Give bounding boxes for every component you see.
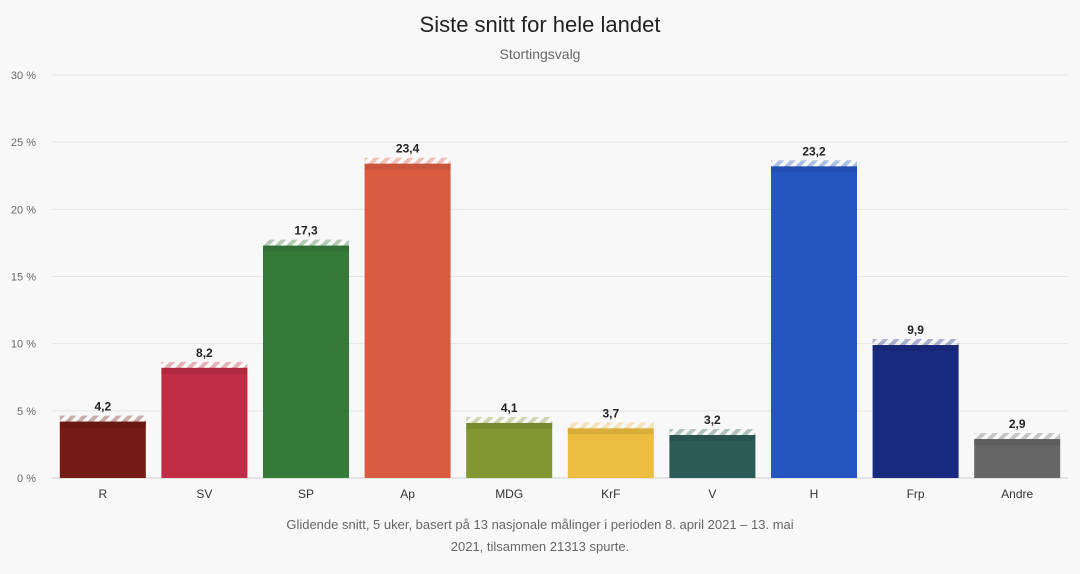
bar-top-shade <box>466 422 553 429</box>
uncertainty-band <box>161 361 248 369</box>
bar-top-hatch <box>364 163 451 170</box>
bar-top-hatch <box>466 422 553 429</box>
bar-top-hatch <box>567 428 654 435</box>
bar-top-shade <box>364 163 451 170</box>
uncertainty-band <box>567 422 654 430</box>
bar-top-shade <box>567 428 654 435</box>
uncertainty-band <box>364 157 451 165</box>
bar-top-shade <box>59 421 146 428</box>
uncertainty-band <box>771 160 857 168</box>
uncertainty-band <box>59 415 146 423</box>
x-tick-label: Andre <box>1001 487 1033 501</box>
bar-andre[interactable] <box>974 439 1061 478</box>
value-label: 17,3 <box>294 224 318 238</box>
bar-top-shade <box>161 367 248 374</box>
value-label: 23,2 <box>802 144 826 158</box>
x-tick-label: SV <box>196 487 212 501</box>
bar-v[interactable] <box>669 435 756 478</box>
uncertainty-band <box>872 339 959 347</box>
bar-top-shade <box>872 345 959 352</box>
bar-top-hatch <box>669 435 756 442</box>
bar-frp[interactable] <box>872 345 959 478</box>
bar-top-shade <box>974 439 1061 446</box>
bar-sp[interactable] <box>263 245 349 478</box>
value-label: 9,9 <box>907 323 924 337</box>
x-tick-label: SP <box>298 487 314 501</box>
chart-footnote: Glidende snitt, 5 uker, basert på 13 nas… <box>286 517 794 554</box>
bar-top-hatch <box>974 439 1061 446</box>
value-label: 4,1 <box>501 401 518 415</box>
y-tick-label: 10 % <box>11 339 36 351</box>
bar-top-hatch <box>771 166 857 173</box>
bar-top-hatch <box>161 367 248 374</box>
value-label: 3,7 <box>602 406 619 420</box>
value-label: 8,2 <box>196 346 213 360</box>
bar-krf[interactable] <box>567 428 654 478</box>
y-tick-label: 0 % <box>17 473 36 485</box>
y-tick-label: 30 % <box>11 70 36 82</box>
bar-top-shade <box>771 166 857 173</box>
value-label: 23,4 <box>396 142 420 156</box>
uncertainty-band <box>669 429 756 437</box>
chart-title: Siste snitt for hele landet <box>419 12 661 37</box>
x-tick-label: R <box>98 487 107 501</box>
bar-top-hatch <box>59 421 146 428</box>
bar-h[interactable] <box>771 166 857 478</box>
y-tick-label: 20 % <box>11 204 36 216</box>
y-tick-label: 15 % <box>11 272 36 284</box>
uncertainty-band <box>263 239 349 247</box>
bar-top-hatch <box>872 345 959 352</box>
value-label: 2,9 <box>1009 417 1026 431</box>
x-tick-label: KrF <box>601 487 620 501</box>
uncertainty-band <box>466 416 553 424</box>
x-tick-label: Ap <box>400 487 415 501</box>
x-tick-label: Frp <box>907 487 925 501</box>
y-tick-label: 25 % <box>11 137 36 149</box>
bar-mdg[interactable] <box>466 422 553 478</box>
chart-subtitle: Stortingsvalg <box>499 46 581 62</box>
y-tick-label: 5 % <box>17 406 36 418</box>
uncertainty-band <box>974 433 1061 441</box>
x-tick-label: MDG <box>495 487 523 501</box>
value-label: 3,2 <box>704 413 721 427</box>
x-tick-label: H <box>810 487 819 501</box>
x-tick-label: V <box>708 487 716 501</box>
bar-sv[interactable] <box>161 367 248 478</box>
bar-top-shade <box>669 435 756 442</box>
value-label: 4,2 <box>94 400 111 414</box>
bar-ap[interactable] <box>364 163 451 478</box>
bar-top-shade <box>263 245 349 252</box>
bar-top-hatch <box>263 245 349 252</box>
bar-r[interactable] <box>59 421 146 478</box>
